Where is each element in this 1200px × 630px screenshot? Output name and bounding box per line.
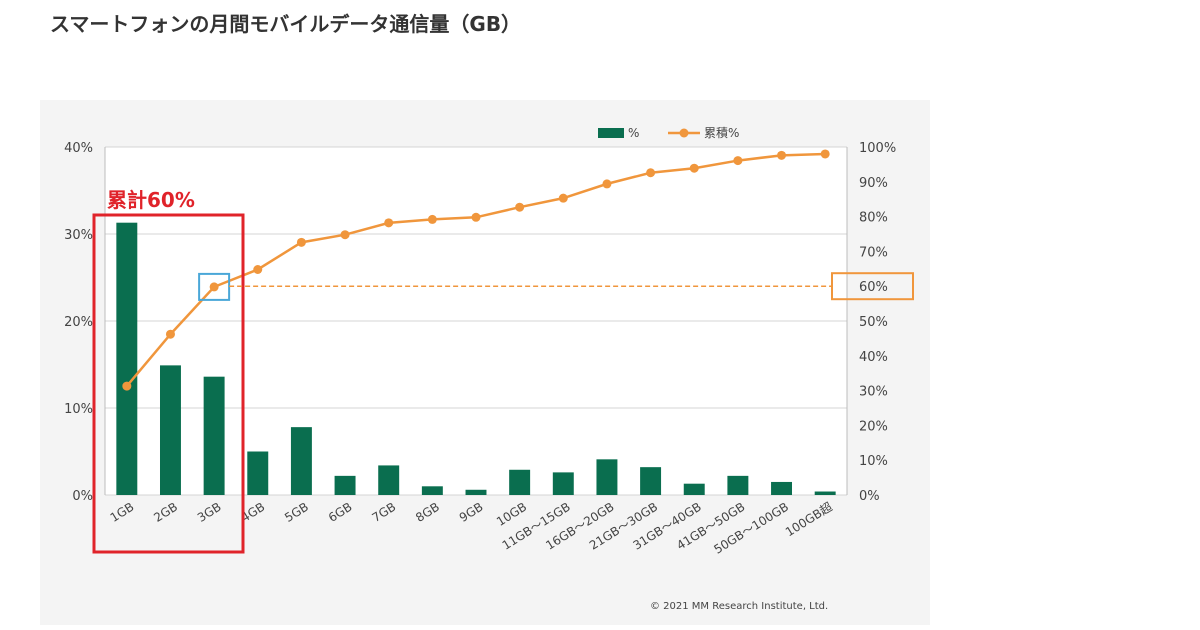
- x-tick-label: 1GB: [108, 500, 137, 525]
- bar: [683, 483, 705, 495]
- x-tick-label: 6GB: [326, 500, 355, 525]
- bar: [596, 459, 618, 495]
- chart-svg: 0% 10% 20% 30% 40% 0% 10% 20% 30% 40% 50% 60% 70% 80%…: [64, 125, 914, 612]
- bar: [116, 222, 138, 495]
- y-right-tick-label: 10%: [859, 454, 888, 469]
- x-tick-label: 50GB～100GB: [711, 500, 791, 557]
- y-right-tick-label: 50%: [859, 315, 888, 330]
- y-left-tick-label: 40%: [64, 141, 93, 156]
- bar: [334, 475, 356, 495]
- cumulative-point: [777, 150, 787, 160]
- copyright-text: © 2021 MM Research Institute, Ltd.: [650, 601, 828, 612]
- bar: [640, 467, 662, 495]
- legend-label-line: 累積%: [704, 125, 739, 140]
- y-right-tick-label: 70%: [859, 245, 888, 260]
- y-right-tick-label: 0%: [859, 489, 880, 504]
- cumulative-point: [820, 149, 830, 159]
- legend-label-bar: %: [628, 126, 639, 140]
- cumulative-point: [209, 282, 219, 292]
- bar: [727, 475, 749, 495]
- reference-label-box: [831, 272, 914, 301]
- x-tick-label: 100GB超: [782, 499, 834, 540]
- y-left-tick-label: 20%: [64, 315, 93, 330]
- bar: [771, 481, 793, 495]
- cumulative-point: [602, 179, 612, 189]
- y-left-tick-label: 30%: [64, 228, 93, 243]
- cumulative-point: [296, 237, 306, 247]
- cumulative-point: [558, 193, 568, 203]
- y-right-tick-label: 30%: [859, 385, 888, 400]
- legend-swatch-bar: [598, 128, 624, 138]
- cumulative-point: [122, 381, 132, 391]
- y-right-tick-label: 100%: [859, 141, 896, 156]
- x-tick-label: 8GB: [413, 500, 442, 525]
- x-tick-label: 9GB: [457, 500, 486, 525]
- y-left-tick-label: 10%: [64, 402, 93, 417]
- bar: [814, 491, 836, 495]
- x-tick-label: 2GB: [151, 500, 180, 525]
- cumulative-point: [515, 202, 525, 212]
- bar: [465, 489, 487, 495]
- cumulative-point: [733, 156, 743, 166]
- y-right-tick-label: 80%: [859, 211, 888, 226]
- cumulative-point: [471, 212, 481, 222]
- bar: [378, 465, 400, 495]
- cumulative-point: [253, 264, 263, 274]
- cumulative-point: [384, 218, 394, 228]
- y-right-tick-label: 40%: [859, 350, 888, 365]
- highlight-box: [92, 213, 245, 554]
- y-right-tick-label: 90%: [859, 176, 888, 191]
- bar: [159, 365, 181, 495]
- bar: [247, 451, 269, 495]
- bar: [290, 427, 312, 495]
- cumulative-point: [689, 163, 699, 173]
- bar: [421, 486, 443, 495]
- legend-swatch-point: [679, 128, 689, 138]
- cumulative-point: [340, 230, 350, 240]
- y-right-tick-label: 60%: [859, 280, 888, 295]
- bar: [552, 472, 574, 495]
- page-title: スマートフォンの月間モバイルデータ通信量（GB）: [50, 12, 522, 36]
- y-right-tick-label: 20%: [859, 419, 888, 434]
- y-left-tick-label: 0%: [72, 489, 93, 504]
- cumulative-point: [427, 214, 437, 224]
- x-tick-label: 3GB: [195, 500, 224, 525]
- cumulative-point: [646, 168, 656, 178]
- x-tick-label: 7GB: [370, 500, 399, 525]
- highlight-box-label: 累計60%: [107, 188, 195, 212]
- bar: [509, 469, 531, 495]
- chart-panel: 0% 10% 20% 30% 40% 0% 10% 20% 30% 40% 50% 60% 70% 80%…: [40, 100, 930, 625]
- bar: [203, 376, 225, 495]
- cumulative-point: [165, 329, 175, 339]
- x-tick-label: 5GB: [282, 500, 311, 525]
